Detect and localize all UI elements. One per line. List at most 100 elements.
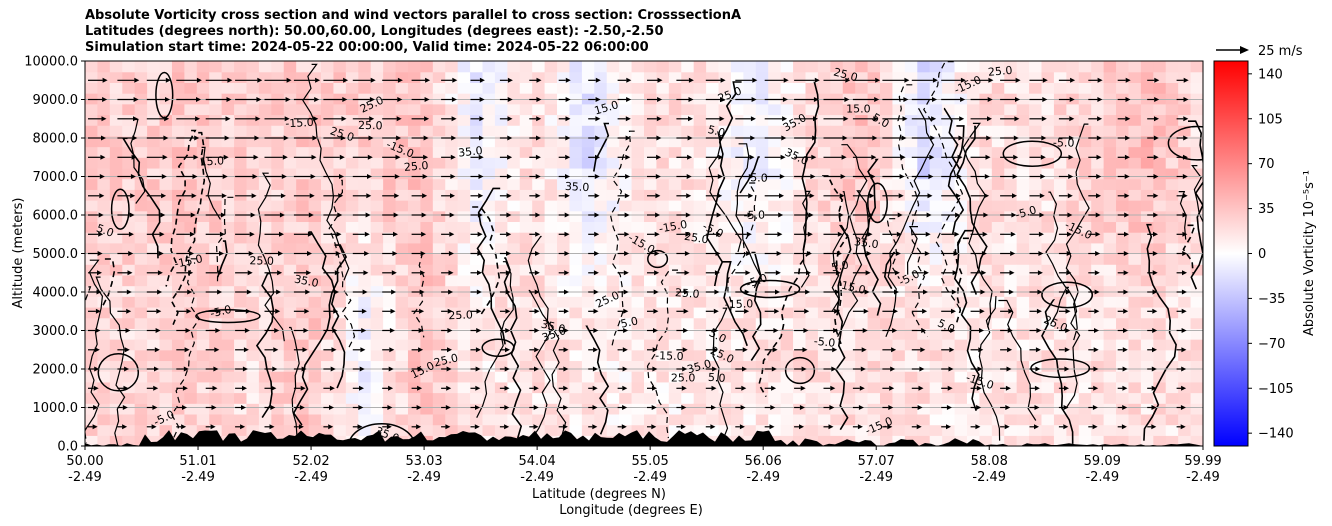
vorticity-cell	[606, 71, 620, 83]
vorticity-cell	[1041, 178, 1055, 190]
vorticity-cell	[457, 424, 471, 436]
wind-vector-head	[195, 116, 201, 122]
vorticity-cell	[271, 360, 285, 372]
vorticity-cell	[1041, 306, 1055, 319]
vorticity-cell	[1041, 221, 1055, 233]
vorticity-cell	[1153, 296, 1167, 308]
y-tick-label: 7000.0	[33, 170, 79, 185]
vorticity-cell	[917, 232, 931, 244]
vorticity-cell	[768, 328, 782, 340]
vorticity-cell	[581, 349, 595, 362]
vorticity-cell	[209, 82, 223, 94]
vorticity-cell	[880, 157, 894, 169]
wind-vector-head	[956, 174, 962, 179]
vorticity-cell	[904, 349, 918, 362]
vorticity-cell	[147, 413, 161, 426]
vorticity-cell	[258, 242, 272, 255]
vorticity-cell	[743, 381, 757, 394]
wind-vector-head	[1123, 251, 1129, 256]
vorticity-cell	[234, 82, 248, 94]
wind-vector-head	[686, 193, 692, 199]
vorticity-cell	[904, 146, 918, 158]
vorticity-cell	[867, 242, 881, 255]
vorticity-cell	[892, 242, 906, 255]
vorticity-cell	[892, 103, 906, 116]
vorticity-cell	[97, 339, 111, 351]
vorticity-cell	[432, 349, 446, 362]
vorticity-cell	[445, 424, 459, 436]
wind-vector-head	[329, 405, 334, 410]
vorticity-cell	[271, 146, 285, 158]
vorticity-cell	[147, 306, 161, 319]
vorticity-cell	[954, 392, 968, 404]
vorticity-cell	[569, 242, 583, 255]
vorticity-cell	[507, 306, 521, 319]
vorticity-cell	[345, 371, 359, 383]
vorticity-cell	[420, 285, 434, 297]
wind-vector-head	[867, 231, 873, 237]
vorticity-cell	[991, 157, 1005, 169]
wind-vector-head	[271, 385, 277, 391]
vorticity-cell	[383, 339, 397, 351]
wind-vector-head	[983, 212, 989, 218]
vorticity-cell	[209, 61, 223, 73]
vorticity-cell	[519, 71, 533, 83]
vorticity-cell	[1016, 392, 1030, 404]
vorticity-cell	[507, 381, 521, 394]
vorticity-cell	[979, 392, 993, 404]
vorticity-cell	[134, 221, 148, 233]
vorticity-cell	[445, 285, 459, 297]
vorticity-cell	[196, 392, 210, 404]
vorticity-cell	[1029, 146, 1043, 158]
vorticity-cell	[942, 360, 956, 372]
wind-vector-head	[595, 154, 600, 160]
vorticity-cell	[1041, 157, 1055, 169]
vorticity-cell	[321, 392, 335, 404]
wind-vector-head	[534, 270, 540, 276]
vorticity-cell	[730, 221, 744, 233]
vorticity-cell	[979, 146, 993, 158]
vorticity-cell	[631, 285, 645, 297]
wind-vector-head	[1036, 308, 1042, 314]
vorticity-cell	[991, 285, 1005, 297]
vorticity-cell	[793, 146, 807, 158]
vorticity-cell	[656, 221, 670, 233]
vorticity-cell	[532, 296, 546, 308]
wind-vector-head	[475, 347, 481, 353]
vorticity-cell	[532, 210, 546, 223]
vorticity-cell	[718, 114, 732, 126]
vorticity-cell	[482, 264, 496, 276]
vorticity-cell	[718, 232, 732, 244]
vorticity-cell	[134, 392, 148, 404]
vorticity-cell	[246, 221, 260, 233]
vorticity-cell	[755, 371, 769, 383]
vorticity-cell	[793, 82, 807, 94]
wind-vector-head	[314, 97, 320, 102]
vorticity-cell	[606, 306, 620, 319]
vorticity-cell	[755, 82, 769, 94]
vorticity-cell	[519, 232, 533, 244]
vorticity-cell	[954, 349, 968, 362]
contour-line	[906, 226, 918, 275]
vorticity-cell	[1041, 264, 1055, 276]
wind-vector-head	[1124, 212, 1130, 218]
vorticity-cell	[147, 328, 161, 340]
vorticity-cell	[693, 135, 707, 148]
vorticity-cell	[147, 178, 161, 190]
wind-vector-head	[1040, 154, 1046, 160]
vorticity-cell	[954, 253, 968, 265]
vorticity-cell	[532, 242, 546, 255]
vorticity-cell	[345, 264, 359, 276]
vorticity-cell	[507, 93, 521, 105]
vorticity-cell	[991, 274, 1005, 287]
vorticity-cell	[134, 253, 148, 265]
vorticity-cell	[644, 82, 658, 94]
vorticity-cell	[693, 93, 707, 105]
vorticity-cell	[979, 253, 993, 265]
wind-vector-head	[682, 366, 688, 372]
vorticity-cell	[296, 232, 310, 244]
vorticity-cell	[457, 253, 471, 265]
vorticity-cell	[942, 135, 956, 148]
vorticity-cell	[569, 167, 583, 180]
vorticity-cell	[432, 200, 446, 212]
